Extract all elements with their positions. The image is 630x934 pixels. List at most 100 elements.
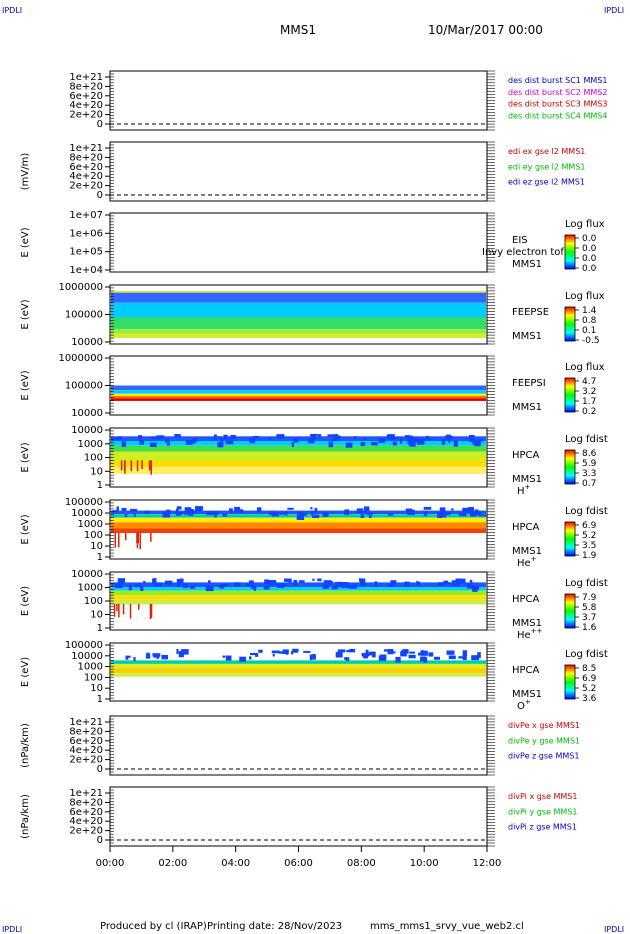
right-label: HPCA xyxy=(512,450,540,461)
right-label: EIS xyxy=(512,235,528,246)
legend-entry: des dist burst SC3 MMS3 xyxy=(508,100,607,109)
panel-frame xyxy=(109,141,488,202)
colorbar-tick: 6.9 xyxy=(582,674,597,684)
panel-frame xyxy=(109,70,488,131)
y-tick-label: 100 xyxy=(84,453,103,464)
y-tick-label: 1e+21 xyxy=(69,143,103,154)
y-axis-label: (nPa/km) xyxy=(20,794,31,839)
colorbar-title: Log fdist xyxy=(565,506,608,517)
colorbar-title: Log fdist xyxy=(565,578,608,589)
x-tick-label: 12:00 xyxy=(473,858,502,869)
colorbar-tick: 5.2 xyxy=(582,684,596,694)
panel-4: 1000000 100000 10000 E (eV) FEEPSE MMS1 Log fl… xyxy=(20,282,605,348)
colorbar-tick: 1.7 xyxy=(582,397,596,407)
y-tick-label: 1 xyxy=(97,694,103,705)
y-tick-label: 10000 xyxy=(71,408,103,419)
y-tick-label: 100 xyxy=(84,596,103,607)
y-tick-label: 1 xyxy=(97,552,103,563)
y-tick-label: 1000 xyxy=(78,519,103,530)
y-tick-label: 6e+20 xyxy=(69,91,103,102)
y-tick-label: 2e+20 xyxy=(69,110,103,121)
colorbar-tick: 1.9 xyxy=(582,551,597,561)
legend-entry: des dist burst SC2 MMS2 xyxy=(508,88,607,97)
legend-entry: divPi y gse MMS1 xyxy=(508,807,577,816)
right-label: MMS1 xyxy=(512,259,542,270)
legend-entry: edi ex gse l2 MMS1 xyxy=(508,147,585,156)
colorbar-tick: 8.5 xyxy=(582,664,596,674)
colorbar-tick: 0.0 xyxy=(582,254,597,264)
y-tick-label: 100 xyxy=(84,672,103,683)
right-label: HPCA xyxy=(512,594,540,605)
y-tick-label: 2e+20 xyxy=(69,755,103,766)
y-tick-label: 100000 xyxy=(65,497,103,508)
y-axis-label: (mV/m) xyxy=(20,153,31,191)
y-tick-label: 0 xyxy=(97,835,103,846)
corner-label-tr: IPDLI xyxy=(604,6,624,15)
y-tick-label: 0 xyxy=(97,190,103,201)
y-tick-label: 10000 xyxy=(71,508,103,519)
y-tick-label: 1000 xyxy=(78,583,103,594)
colorbar-title: Log flux xyxy=(565,291,605,302)
legend-entry: edi ey gse l2 MMS1 xyxy=(508,162,586,171)
footer-producer: Produced by cl (IRAP) xyxy=(100,921,207,932)
colorbar-tick: 3.6 xyxy=(582,694,597,704)
y-tick-label: 0 xyxy=(97,764,103,775)
corner-label-br: IPDLI xyxy=(604,925,624,934)
panel-frame xyxy=(109,715,488,776)
species-label: He++ xyxy=(517,627,543,641)
panel-5: 1000000 100000 10000 E (eV) FEEPSI MMS1 Log fl… xyxy=(20,353,605,419)
time-axis: 00:00 02:00 04:00 06:00 08:00 10:00 12:00 xyxy=(96,846,502,869)
y-tick-label: 2e+20 xyxy=(69,181,103,192)
y-tick-label: 100000 xyxy=(65,640,103,651)
y-axis-label: E (eV) xyxy=(20,442,31,472)
y-tick-label: 8e+20 xyxy=(69,152,103,163)
colorbar-tick: 5.9 xyxy=(582,459,597,469)
colorbar-tick: 5.8 xyxy=(582,603,597,613)
y-axis-label: E (eV) xyxy=(20,299,31,329)
right-label: MMS1 xyxy=(512,689,542,700)
right-label: MMS1 xyxy=(512,474,542,485)
x-tick-label: 10:00 xyxy=(410,858,439,869)
colorbar-tick: 3.2 xyxy=(582,387,596,397)
y-tick-label: 8e+20 xyxy=(69,726,103,737)
y-tick-label: 100 xyxy=(84,530,103,541)
legend-entry: divPe y gse MMS1 xyxy=(508,736,580,745)
colorbar-title: Log flux xyxy=(565,362,605,373)
legend-entry: divPe x gse MMS1 xyxy=(508,721,580,730)
panel-frame xyxy=(109,786,488,847)
legend-entry: des dist burst SC1 MMS1 xyxy=(508,76,607,85)
y-tick-label: 6e+20 xyxy=(69,807,103,818)
y-tick-label: 10000 xyxy=(71,569,103,580)
header-date: 10/Mar/2017 00:00 xyxy=(428,23,543,37)
legend-entry: divPi z gse MMS1 xyxy=(508,823,577,832)
colorbar-tick: 0.8 xyxy=(582,316,597,326)
y-tick-label: 10000 xyxy=(71,425,103,436)
overlay-text: Invy electron tof xyxy=(482,247,564,258)
colorbar-tick: 8.6 xyxy=(582,449,597,459)
right-label: MMS1 xyxy=(512,546,542,557)
right-label: MMS1 xyxy=(512,331,542,342)
y-tick-label: 0 xyxy=(97,119,103,130)
x-tick-label: 04:00 xyxy=(221,858,250,869)
footer-filename: mms_mms1_srvy_vue_web2.cl xyxy=(370,921,524,932)
colorbar-tick: 5.2 xyxy=(582,531,596,541)
y-tick-label: 2e+20 xyxy=(69,826,103,837)
colorbar-tick: 7.9 xyxy=(582,593,597,603)
species-label: He+ xyxy=(517,555,537,569)
colorbar-tick: 0.1 xyxy=(582,326,596,336)
y-axis-label: E (eV) xyxy=(20,514,31,544)
y-axis-label: (nPa/km) xyxy=(20,723,31,768)
x-tick-label: 00:00 xyxy=(96,858,125,869)
x-tick-label: 06:00 xyxy=(284,858,313,869)
y-axis-label: E (eV) xyxy=(20,227,31,257)
y-tick-label: 1000 xyxy=(78,439,103,450)
colorbar-title: Log flux xyxy=(565,219,605,230)
y-tick-label: 1 xyxy=(97,623,103,634)
legend-entry: divPi x gse MMS1 xyxy=(508,792,577,801)
